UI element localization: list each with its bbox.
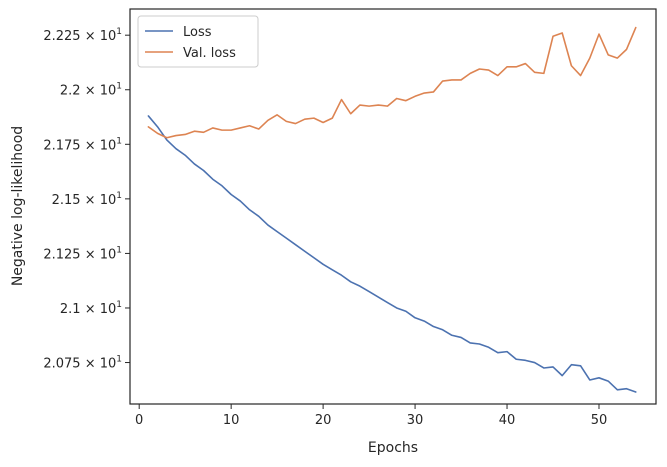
y-tick-label: 2.225 × 101 xyxy=(43,27,122,44)
plot-background xyxy=(130,9,656,404)
x-axis-ticks: 0 10 20 30 40 50 xyxy=(135,404,607,428)
y-tick-label: 2.125 × 101 xyxy=(43,245,122,262)
series-layer xyxy=(147,26,637,393)
plot-frame xyxy=(129,8,657,405)
y-axis-ticks: 2.075 × 101 2.1 × 101 2.125 × 101 2.15 × 10… xyxy=(43,27,130,372)
y-tick-label: 2.15 × 101 xyxy=(52,191,122,208)
y-tick-label: 2.075 × 101 xyxy=(43,355,122,372)
y-axis-label: Negative log-likelihood xyxy=(10,126,26,286)
x-axis-label: Epochs xyxy=(368,440,418,456)
legend-label-loss: Loss xyxy=(183,25,212,40)
x-tick-label: 50 xyxy=(591,413,608,428)
x-tick-label: 10 xyxy=(223,413,240,428)
y-tick-label: 2.175 × 101 xyxy=(43,136,122,153)
legend-box xyxy=(137,15,259,68)
x-tick-label: 20 xyxy=(315,413,332,428)
x-tick-label: 0 xyxy=(135,413,143,428)
x-tick-label: 30 xyxy=(407,413,424,428)
y-tick-label: 2.1 × 101 xyxy=(60,300,122,317)
y-tick-label: 2.2 × 101 xyxy=(60,82,122,99)
series-line-val-loss xyxy=(147,26,637,139)
legend: Loss Val. loss xyxy=(137,15,259,68)
legend-label-val-loss: Val. loss xyxy=(183,46,236,61)
series-line-loss xyxy=(147,115,637,393)
x-tick-label: 40 xyxy=(499,413,516,428)
